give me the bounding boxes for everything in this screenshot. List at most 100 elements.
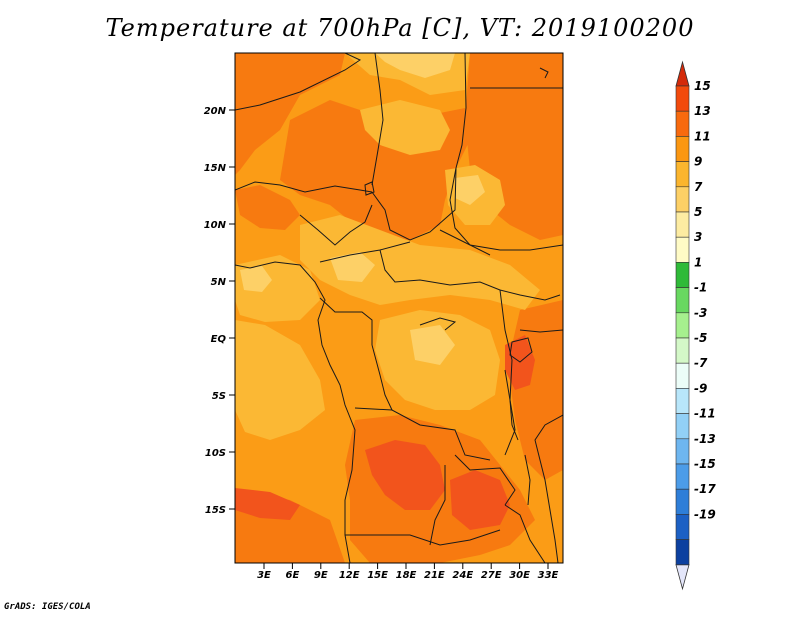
colorbar-legend: 15 13 11 9 7 5 3 1 -1 -3 -5 -7 -9 -11 -13 -15 -17 -19: [675, 60, 716, 591]
colorbar-bin: [675, 211, 690, 238]
border-south-sudan-uganda: [499, 289, 561, 301]
longitude-axis: 3E 6E 9E 12E 15E 18E 21E 24E 27E 30E 33E: [257, 563, 559, 581]
map-title: Temperature at 700hPa [C], VT: 201910020…: [105, 14, 695, 42]
lat-tick-label: 15N: [204, 163, 227, 174]
pale-zone-sudan: [455, 175, 485, 205]
map-frame: [234, 52, 564, 564]
colorbar-bin: [675, 236, 690, 263]
colorbar-label: -11: [694, 407, 716, 421]
lon-tick-label: 27E: [481, 570, 502, 581]
colorbar-label: -1: [694, 281, 707, 295]
border-chad-car: [371, 167, 457, 241]
colorbar-top-arrow: [675, 60, 690, 87]
colorbar-bin: [675, 337, 690, 364]
grads-credit: GrADS: IGES/COLA: [4, 602, 91, 612]
lat-tick-label: 10N: [204, 220, 227, 231]
colorbar-label: -15: [694, 457, 716, 471]
lat-tick-label: 10S: [205, 448, 226, 459]
pale-zone-top: [375, 53, 455, 78]
border-drc-east: [499, 289, 516, 456]
hot-zone-zambia: [450, 470, 510, 530]
colorbar-bin: [675, 186, 690, 213]
lat-tick-label: EQ: [211, 334, 227, 345]
colorbar-label: -5: [694, 331, 707, 345]
lon-tick-label: 18E: [396, 570, 417, 581]
hot-zone-far-sw: [235, 488, 300, 520]
colorbar-label: -7: [694, 356, 708, 370]
latitude-axis: 20N 15N 10N 5N EQ 5S 10S 15S: [204, 106, 235, 516]
pale-zone-central: [330, 252, 375, 282]
lon-tick-label: 24E: [452, 570, 473, 581]
colorbar-label: 11: [694, 129, 711, 143]
pale-zone-congo: [410, 325, 455, 365]
country-borders: [235, 53, 563, 563]
colorbar-bin: [675, 488, 690, 515]
border-zambia-malawi: [504, 504, 546, 563]
coastline-red-sea: [539, 67, 549, 79]
border-tanzania-north: [519, 329, 563, 333]
border-chad-sudan: [449, 167, 491, 256]
hot-zone-angola: [365, 440, 445, 510]
border-car-drc: [379, 249, 501, 291]
border-drc-zambia: [454, 454, 516, 506]
lat-tick-label: 15S: [205, 505, 226, 516]
colorbar-label: -9: [694, 381, 707, 395]
colorbar-bin: [675, 110, 690, 137]
colorbar-label: -13: [694, 432, 716, 446]
coastline-east: [534, 414, 563, 563]
border-angola-namibia: [345, 529, 501, 546]
lon-tick-label: 12E: [339, 570, 360, 581]
lake-tanganyika: [504, 369, 519, 441]
border-cameroon-car: [319, 241, 411, 263]
lat-tick-label: 20N: [204, 106, 227, 117]
lon-tick-label: 9E: [314, 570, 328, 581]
colorbar-label: 15: [694, 79, 711, 93]
colorbar-bin: [675, 413, 690, 440]
cool-zone-west-south: [235, 320, 325, 440]
colorbar-label: 3: [694, 230, 702, 244]
border-drc-lakes: [419, 317, 457, 331]
border-sudan-south-sudan: [439, 229, 563, 251]
border-drc-angola: [354, 407, 491, 461]
border-niger-nigeria: [235, 181, 373, 193]
lon-tick-label: 15E: [367, 570, 388, 581]
colorbar-bin: [675, 463, 690, 490]
colorbar-label: -17: [694, 482, 716, 496]
colorbar-label: 5: [694, 205, 702, 219]
colorbar-bin: [675, 136, 690, 162]
colorbar-bin: [675, 287, 690, 314]
colorbar-bin: [675, 262, 690, 288]
lake-victoria: [509, 337, 533, 363]
colorbar-bottom-arrow: [675, 564, 690, 591]
lake-malawi: [524, 454, 531, 506]
lon-tick-label: 6E: [286, 570, 300, 581]
lat-tick-label: 5N: [211, 277, 227, 288]
coastline-west: [235, 261, 356, 563]
border-nigeria-cameroon: [299, 204, 373, 246]
lon-tick-label: 21E: [424, 570, 445, 581]
colorbar-bin: [675, 388, 690, 414]
colorbar-bin: [675, 539, 690, 566]
colorbar-bin: [675, 312, 690, 339]
lon-tick-label: 33E: [538, 570, 559, 581]
lat-tick-label: 5S: [212, 391, 226, 402]
colorbar-bin: [675, 362, 690, 389]
colorbar-label: -19: [694, 507, 716, 521]
colorbar-bin: [675, 161, 690, 188]
colorbar-label: 9: [694, 155, 702, 169]
border-congo-drc: [371, 344, 393, 411]
temperature-field: [235, 53, 563, 563]
colorbar-label: -3: [694, 306, 707, 320]
lake-chad: [364, 181, 375, 196]
border-libya-sudan: [455, 53, 467, 169]
lon-tick-label: 3E: [257, 570, 271, 581]
border-cameroon-gabon: [319, 297, 373, 345]
colorbar-label: 1: [694, 255, 702, 269]
colorbar-bin: [675, 85, 690, 112]
border-libya-chad: [371, 53, 384, 186]
border-libya-niger: [235, 53, 362, 111]
border-angola-zambia: [429, 465, 446, 546]
colorbar-bin: [675, 438, 690, 465]
colorbar-label: 7: [694, 180, 703, 194]
